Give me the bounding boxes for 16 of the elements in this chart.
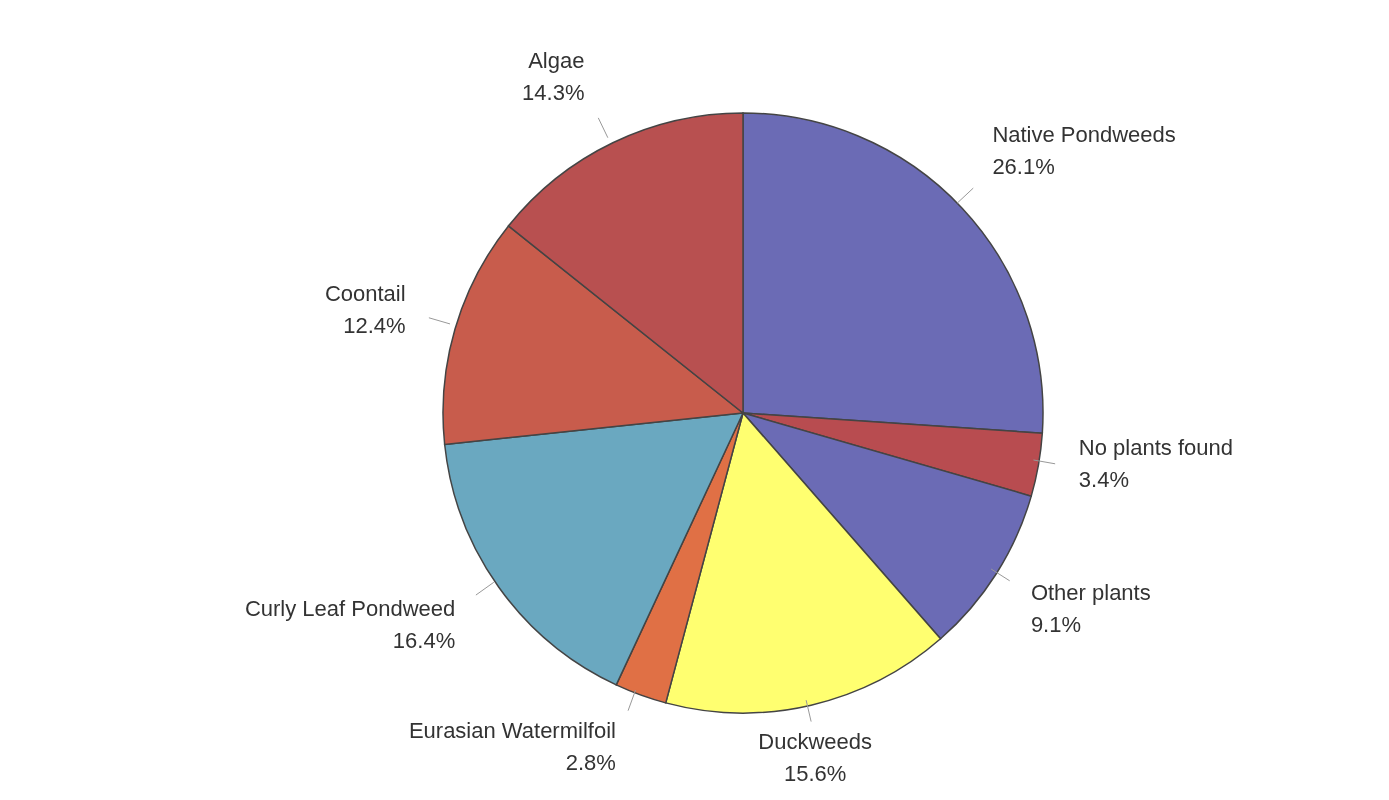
- data-label: 9.1%: [1030, 612, 1082, 638]
- data-label: 26.1%: [992, 153, 1055, 179]
- data-label: 2.8%: [565, 749, 616, 775]
- data-label: 12.4%: [343, 312, 406, 338]
- slice-label: Curly Leaf Pondweed: [244, 595, 456, 621]
- data-label: 15.6%: [784, 761, 847, 787]
- slice-label: Algae: [528, 47, 585, 73]
- slice-label: Other plants: [1030, 580, 1151, 606]
- data-label: 16.4%: [392, 627, 456, 653]
- data-label: 3.4%: [1078, 466, 1130, 492]
- slice-label: Native Pondweeds: [992, 121, 1176, 147]
- slice-label: Coontail: [324, 280, 406, 306]
- slice-label: Duckweeds: [758, 729, 873, 755]
- slice-label: Eurasian Watermilfoil: [408, 717, 616, 743]
- data-label: 14.3%: [522, 79, 585, 105]
- slice-label: No plants found: [1078, 434, 1233, 460]
